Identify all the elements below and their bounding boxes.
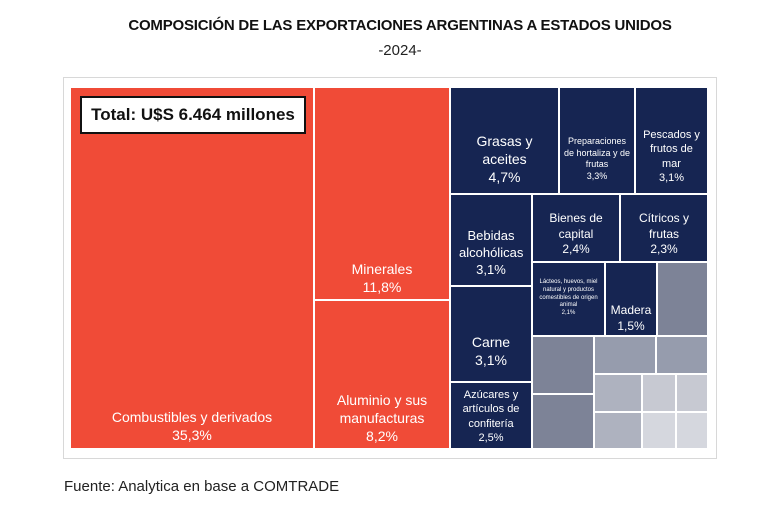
tile-grasas-aceites[interactable]: Grasas y aceites 4,7% <box>450 87 559 194</box>
tile-value: 2,4% <box>562 242 590 257</box>
tile-label: Lácteos, huevos, miel natural y producto… <box>539 279 598 309</box>
tile-madera[interactable]: Madera 1,5% <box>605 262 657 336</box>
tile-value: 2,5% <box>478 431 504 444</box>
tile-unlabeled[interactable] <box>594 374 642 412</box>
tile-unlabeled[interactable] <box>642 412 676 449</box>
tile-carne[interactable]: Carne 3,1% <box>450 286 532 382</box>
tile-unlabeled[interactable] <box>594 412 642 449</box>
tile-minerales[interactable]: Minerales 11,8% <box>314 87 450 300</box>
tile-value: 3,1% <box>476 261 506 277</box>
tile-label: Preparaciones de hortaliza y de frutas <box>563 136 631 170</box>
tile-lacteos[interactable]: Lácteos, huevos, miel natural y producto… <box>532 262 605 336</box>
tile-label: Cítricos y frutas <box>638 211 689 241</box>
tile-value: 1,5% <box>617 318 645 333</box>
tile-value: 35,3% <box>172 427 212 444</box>
tile-label: Carne <box>471 334 511 350</box>
tile-citricos[interactable]: Cítricos y frutas 2,3% <box>620 194 708 262</box>
tile-bienes-capital[interactable]: Bienes de capital 2,4% <box>532 194 620 262</box>
tile-preparaciones[interactable]: Preparaciones de hortaliza y de frutas 3… <box>559 87 635 194</box>
tile-value: 8,2% <box>366 428 398 445</box>
tile-value: 11,8% <box>362 279 402 296</box>
tile-value: 3,3% <box>586 171 608 182</box>
tile-unlabeled[interactable] <box>642 374 676 412</box>
source-note: Fuente: Analytica en base a COMTRADE <box>64 478 340 495</box>
tile-label: Combustibles y derivados <box>111 409 273 425</box>
tile-unlabeled[interactable] <box>657 262 708 336</box>
treemap: Combustibles y derivados 35,3% Minerales… <box>70 87 708 449</box>
tile-value: 2,1% <box>561 310 576 317</box>
tile-label: Bienes de capital <box>549 211 603 241</box>
tile-unlabeled[interactable] <box>676 374 708 412</box>
tile-unlabeled[interactable] <box>676 412 708 449</box>
tile-unlabeled[interactable] <box>532 394 594 449</box>
tile-aluminio[interactable]: Aluminio y sus manufacturas 8,2% <box>314 300 450 449</box>
tile-value: 3,1% <box>475 352 507 369</box>
tile-label: Bebidas alcohólicas <box>459 228 524 260</box>
chart-subtitle: -2024- <box>378 42 422 59</box>
tile-unlabeled[interactable] <box>656 336 708 374</box>
tile-value: 3,1% <box>658 171 685 184</box>
tile-label: Pescados y frutos de mar <box>643 129 700 170</box>
tile-unlabeled[interactable] <box>532 336 594 394</box>
tile-label: Madera <box>610 303 652 317</box>
tile-label: Aluminio y sus manufacturas <box>336 392 428 427</box>
tile-azucares[interactable]: Azúcares y artículos de confitería 2,5% <box>450 382 532 449</box>
tile-label: Azúcares y artículos de confitería <box>462 389 520 430</box>
total-badge: Total: U$S 6.464 millones <box>80 96 306 134</box>
tile-pescados[interactable]: Pescados y frutos de mar 3,1% <box>635 87 708 194</box>
chart-title: COMPOSICIÓN DE LAS EXPORTACIONES ARGENTI… <box>128 17 672 34</box>
tile-value: 2,3% <box>650 242 678 257</box>
tile-value: 4,7% <box>488 169 521 186</box>
tile-bebidas[interactable]: Bebidas alcohólicas 3,1% <box>450 194 532 286</box>
tile-unlabeled[interactable] <box>594 336 656 374</box>
tile-label: Minerales <box>351 261 413 277</box>
tile-label: Grasas y aceites <box>476 133 533 168</box>
tile-combustibles[interactable]: Combustibles y derivados 35,3% <box>70 87 314 449</box>
